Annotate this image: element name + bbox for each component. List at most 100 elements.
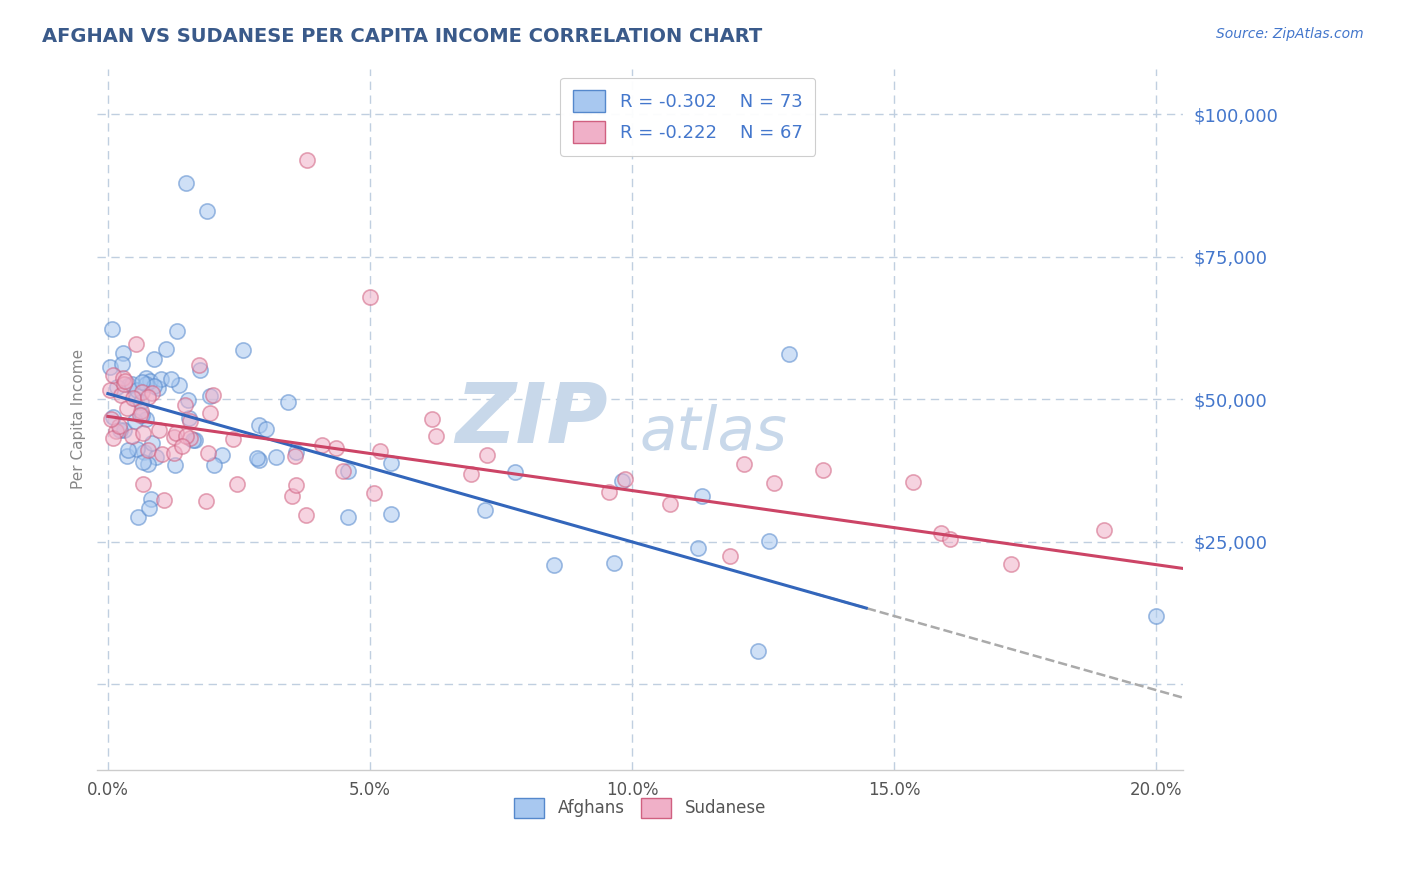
Point xyxy=(135,376,157,391)
Point xyxy=(686,541,709,555)
Point xyxy=(146,381,169,395)
Point xyxy=(295,508,318,522)
Point xyxy=(200,389,222,403)
Point xyxy=(285,445,308,459)
Point xyxy=(603,556,626,570)
Y-axis label: Per Capita Income: Per Capita Income xyxy=(72,349,86,490)
Text: atlas: atlas xyxy=(640,404,787,463)
Point xyxy=(811,463,834,477)
Point xyxy=(100,411,122,425)
Text: Source: ZipAtlas.com: Source: ZipAtlas.com xyxy=(1216,27,1364,41)
Point xyxy=(1092,524,1115,538)
Point xyxy=(359,290,381,304)
Point xyxy=(284,478,307,492)
Point xyxy=(177,392,200,407)
Point xyxy=(246,450,269,465)
Text: AFGHAN VS SUDANESE PER CAPITA INCOME CORRELATION CHART: AFGHAN VS SUDANESE PER CAPITA INCOME COR… xyxy=(42,27,762,45)
Point xyxy=(101,431,124,445)
Point xyxy=(420,412,443,426)
Point xyxy=(141,491,163,506)
Point xyxy=(172,439,194,453)
Point xyxy=(179,414,201,428)
Point xyxy=(105,380,128,394)
Point xyxy=(232,343,254,358)
Point xyxy=(111,346,134,360)
Point xyxy=(155,342,177,356)
Point xyxy=(177,411,200,425)
Point xyxy=(929,526,952,541)
Point xyxy=(135,371,157,385)
Point xyxy=(380,507,402,521)
Point xyxy=(380,456,402,470)
Point xyxy=(153,493,176,508)
Point xyxy=(101,322,124,336)
Point xyxy=(163,446,186,460)
Point xyxy=(610,474,633,488)
Point xyxy=(166,324,188,338)
Point xyxy=(194,494,217,508)
Point xyxy=(181,434,204,448)
Point xyxy=(129,409,152,423)
Point xyxy=(121,391,143,405)
Point xyxy=(114,374,136,388)
Point xyxy=(112,376,135,391)
Point xyxy=(201,388,224,402)
Point xyxy=(117,442,139,457)
Legend: Afghans, Sudanese: Afghans, Sudanese xyxy=(508,791,772,825)
Point xyxy=(1000,557,1022,571)
Point xyxy=(121,429,143,443)
Point xyxy=(132,476,155,491)
Point xyxy=(543,558,565,573)
Point xyxy=(131,376,153,390)
Point xyxy=(174,398,197,412)
Point xyxy=(613,472,636,486)
Point xyxy=(247,418,270,433)
Point xyxy=(747,644,769,658)
Text: ZIP: ZIP xyxy=(454,379,607,459)
Point xyxy=(247,452,270,467)
Point xyxy=(111,371,134,385)
Point xyxy=(103,368,125,382)
Point xyxy=(332,464,354,478)
Point xyxy=(150,447,173,461)
Point xyxy=(139,375,162,389)
Point xyxy=(112,423,135,437)
Point xyxy=(901,475,924,490)
Point xyxy=(336,510,359,524)
Point xyxy=(277,395,299,409)
Point xyxy=(117,449,139,463)
Point xyxy=(598,485,620,500)
Point xyxy=(110,387,132,401)
Point xyxy=(337,464,360,478)
Point xyxy=(131,408,153,422)
Point xyxy=(127,510,149,524)
Point xyxy=(125,336,148,351)
Point xyxy=(125,392,148,406)
Point xyxy=(131,384,153,399)
Point xyxy=(124,414,146,428)
Point xyxy=(264,450,287,465)
Point xyxy=(176,176,198,190)
Point xyxy=(425,429,447,443)
Point xyxy=(460,467,482,481)
Point xyxy=(503,465,526,479)
Point xyxy=(174,428,197,442)
Point xyxy=(226,477,249,491)
Point xyxy=(134,445,156,459)
Point xyxy=(136,442,159,457)
Point xyxy=(718,549,741,564)
Point xyxy=(129,404,152,418)
Point xyxy=(363,485,385,500)
Point xyxy=(474,503,496,517)
Point xyxy=(136,457,159,471)
Point xyxy=(100,360,122,375)
Point xyxy=(179,431,201,445)
Point xyxy=(148,423,170,437)
Point xyxy=(100,383,122,397)
Point xyxy=(169,378,191,392)
Point xyxy=(659,498,682,512)
Point xyxy=(254,422,277,436)
Point xyxy=(111,357,134,371)
Point xyxy=(778,346,800,360)
Point xyxy=(198,406,221,420)
